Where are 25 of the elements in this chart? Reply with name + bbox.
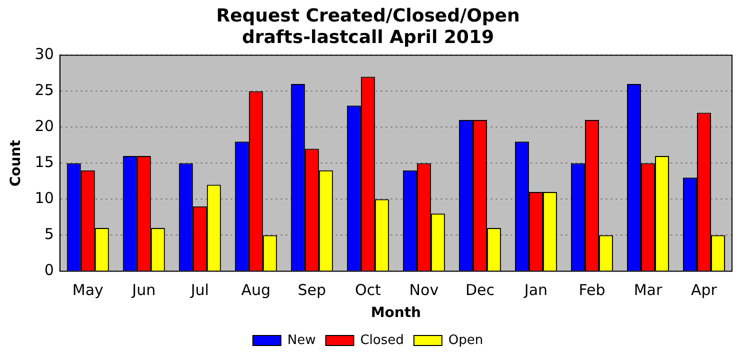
x-tick-label: Sep: [298, 281, 326, 300]
x-tick-label: Apr: [691, 281, 718, 300]
x-tick-label: Oct: [354, 281, 382, 300]
x-tick-label: Dec: [465, 281, 494, 300]
legend-label: New: [287, 332, 316, 348]
x-tick-label: Jun: [131, 281, 156, 300]
x-tick-label: Nov: [409, 281, 439, 300]
legend-label: Open: [448, 332, 484, 348]
x-tick-label: Feb: [578, 281, 606, 300]
x-tick-label: Jul: [190, 281, 209, 300]
y-tick-label: 25: [34, 81, 54, 100]
y-tick-label: 0: [44, 261, 54, 280]
y-tick-label: 15: [34, 153, 54, 172]
x-tick-label: Mar: [634, 281, 663, 300]
x-tick-label: Aug: [241, 281, 271, 300]
legend-label: Closed: [360, 332, 404, 348]
y-axis-title: Count: [8, 140, 24, 186]
x-tick-label: Jan: [523, 281, 548, 300]
y-tick-label: 10: [34, 189, 54, 208]
x-axis-title: Month: [370, 305, 422, 322]
chart-title: Request Created/Closed/Open drafts-lastcall April 2019: [216, 5, 520, 48]
x-tick-label: May: [72, 281, 104, 300]
y-tick-label: 30: [34, 45, 54, 64]
y-tick-label: 20: [34, 117, 54, 136]
y-tick-label: 5: [44, 225, 54, 244]
